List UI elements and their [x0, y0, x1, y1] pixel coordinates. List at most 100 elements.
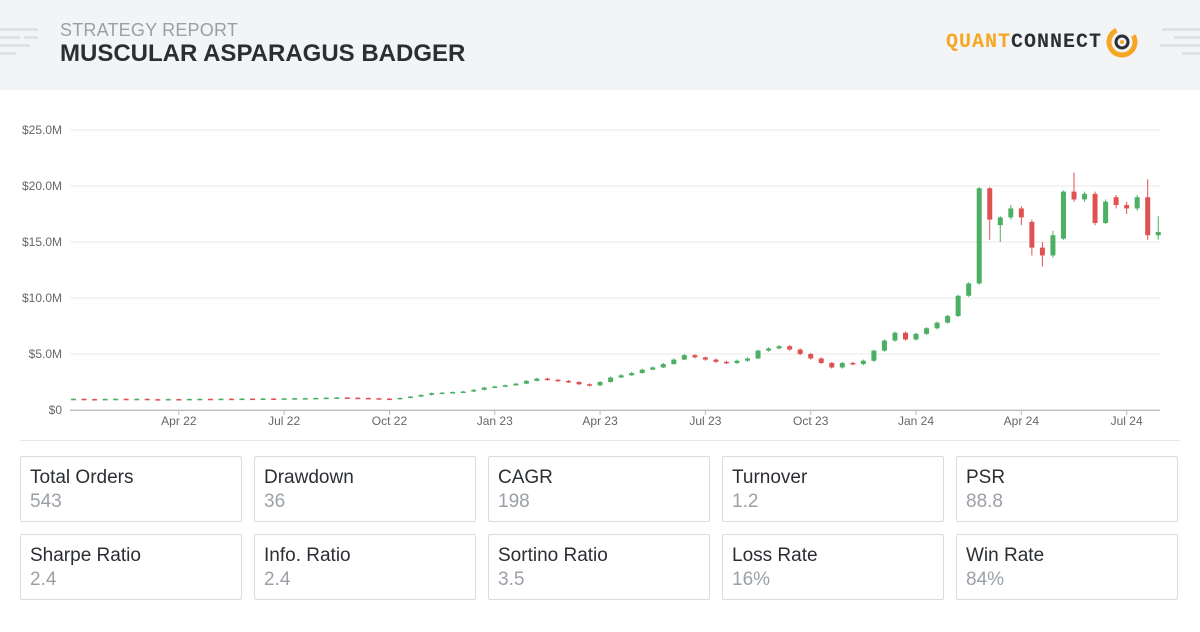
candle-up [523, 380, 529, 384]
x-tick-label: Jul 24 [1111, 414, 1143, 428]
candle-up [766, 348, 772, 351]
x-tick-label: Apr 23 [582, 414, 618, 428]
stat-card-psr: PSR 88.8 [956, 456, 1178, 522]
candle-up [513, 383, 519, 386]
logo-text-connect: CONNECT [1010, 30, 1102, 54]
candle-up [460, 391, 466, 394]
candle-up [439, 392, 445, 395]
candle-up [408, 396, 414, 399]
candle-up [945, 315, 951, 323]
candle-down [692, 355, 698, 358]
candle-up [871, 350, 877, 361]
candle-down [555, 379, 561, 382]
stat-value: 543 [30, 491, 62, 512]
report-subtitle: STRATEGY REPORT [60, 20, 239, 40]
candle-down [902, 332, 908, 340]
stat-value: 3.5 [498, 569, 525, 590]
stat-label: Drawdown [264, 467, 354, 488]
stat-card-total-orders: Total Orders 543 [20, 456, 242, 522]
candle-down [176, 399, 182, 401]
candle-up [839, 362, 845, 368]
candle-down [355, 397, 361, 400]
stat-card-loss-rate: Loss Rate 16% [722, 534, 944, 600]
candle-up [734, 360, 740, 363]
candle-up [629, 373, 635, 376]
candle-up [197, 398, 203, 401]
candle-down [544, 378, 550, 381]
x-tick-label: Jan 23 [477, 414, 513, 428]
candle-down [365, 397, 371, 400]
stat-label: Info. Ratio [264, 545, 351, 566]
stat-value: 16% [732, 569, 771, 590]
stat-value: 88.8 [966, 491, 1003, 512]
x-tick-label: Apr 24 [1004, 414, 1040, 428]
stat-value: 2.4 [30, 569, 57, 590]
candle-down [829, 362, 835, 368]
stat-label: PSR [966, 467, 1006, 488]
candle-down [1113, 197, 1119, 206]
logo-text-quant: QUANT [945, 30, 1011, 54]
candle-down [987, 188, 993, 220]
decorative-lines-right [1140, 20, 1200, 70]
candle-up [397, 397, 403, 400]
y-tick-label: $25.0M [22, 123, 62, 137]
candle-down [1145, 197, 1151, 236]
stat-label: Total Orders [30, 467, 134, 488]
candle-up [608, 377, 614, 382]
candle-up [481, 387, 487, 390]
candle-up [892, 332, 898, 341]
stat-label: CAGR [498, 467, 553, 488]
candle-up [745, 358, 751, 361]
candle-down [92, 399, 98, 401]
candle-down [1018, 208, 1024, 218]
candle-up [755, 350, 761, 359]
candle-up [323, 397, 329, 400]
chart-separator [20, 440, 1180, 441]
stat-value: 36 [264, 491, 286, 512]
candle-up [450, 392, 456, 394]
candle-up [1050, 235, 1056, 256]
candle-up [913, 333, 919, 340]
candle-down [344, 397, 350, 399]
candle-up [281, 398, 287, 400]
candle-up [113, 398, 119, 401]
stat-value: 2.4 [264, 569, 291, 590]
candle-up [134, 398, 140, 401]
candle-up [618, 375, 624, 378]
candle-up [102, 398, 108, 401]
candle-up [292, 398, 298, 400]
candle-up [955, 295, 961, 316]
candle-up [881, 340, 887, 351]
y-tick-label: $0 [49, 403, 63, 417]
stat-card-info-ratio: Info. Ratio 2.4 [254, 534, 476, 600]
candle-down [81, 398, 87, 401]
candle-down [1039, 247, 1045, 256]
stat-card-cagr: CAGR 198 [488, 456, 710, 522]
candle-up [502, 385, 508, 387]
logo-mark-icon [1106, 26, 1138, 58]
candle-up [934, 322, 940, 329]
y-tick-label: $15.0M [22, 235, 62, 249]
candle-up [1082, 193, 1088, 200]
candle-down [250, 398, 256, 401]
candle-down [155, 399, 161, 401]
candle-down [1029, 221, 1035, 248]
candle-down [787, 346, 793, 350]
stat-card-win-rate: Win Rate 84% [956, 534, 1178, 600]
x-tick-label: Jul 23 [689, 414, 721, 428]
candle-up [1134, 197, 1140, 209]
y-tick-label: $20.0M [22, 179, 62, 193]
stat-value: 1.2 [732, 491, 759, 512]
stat-value: 84% [966, 569, 1005, 590]
stat-label: Sharpe Ratio [30, 545, 141, 566]
candle-down [386, 398, 392, 401]
candle-up [966, 283, 972, 296]
stat-card-sharpe-ratio: Sharpe Ratio 2.4 [20, 534, 242, 600]
candle-up [1060, 191, 1066, 239]
x-tick-label: Jan 24 [898, 414, 934, 428]
candle-down [818, 358, 824, 363]
candle-down [228, 398, 234, 401]
stat-card-drawdown: Drawdown 36 [254, 456, 476, 522]
candle-up [924, 328, 930, 334]
candle-up [597, 382, 603, 386]
